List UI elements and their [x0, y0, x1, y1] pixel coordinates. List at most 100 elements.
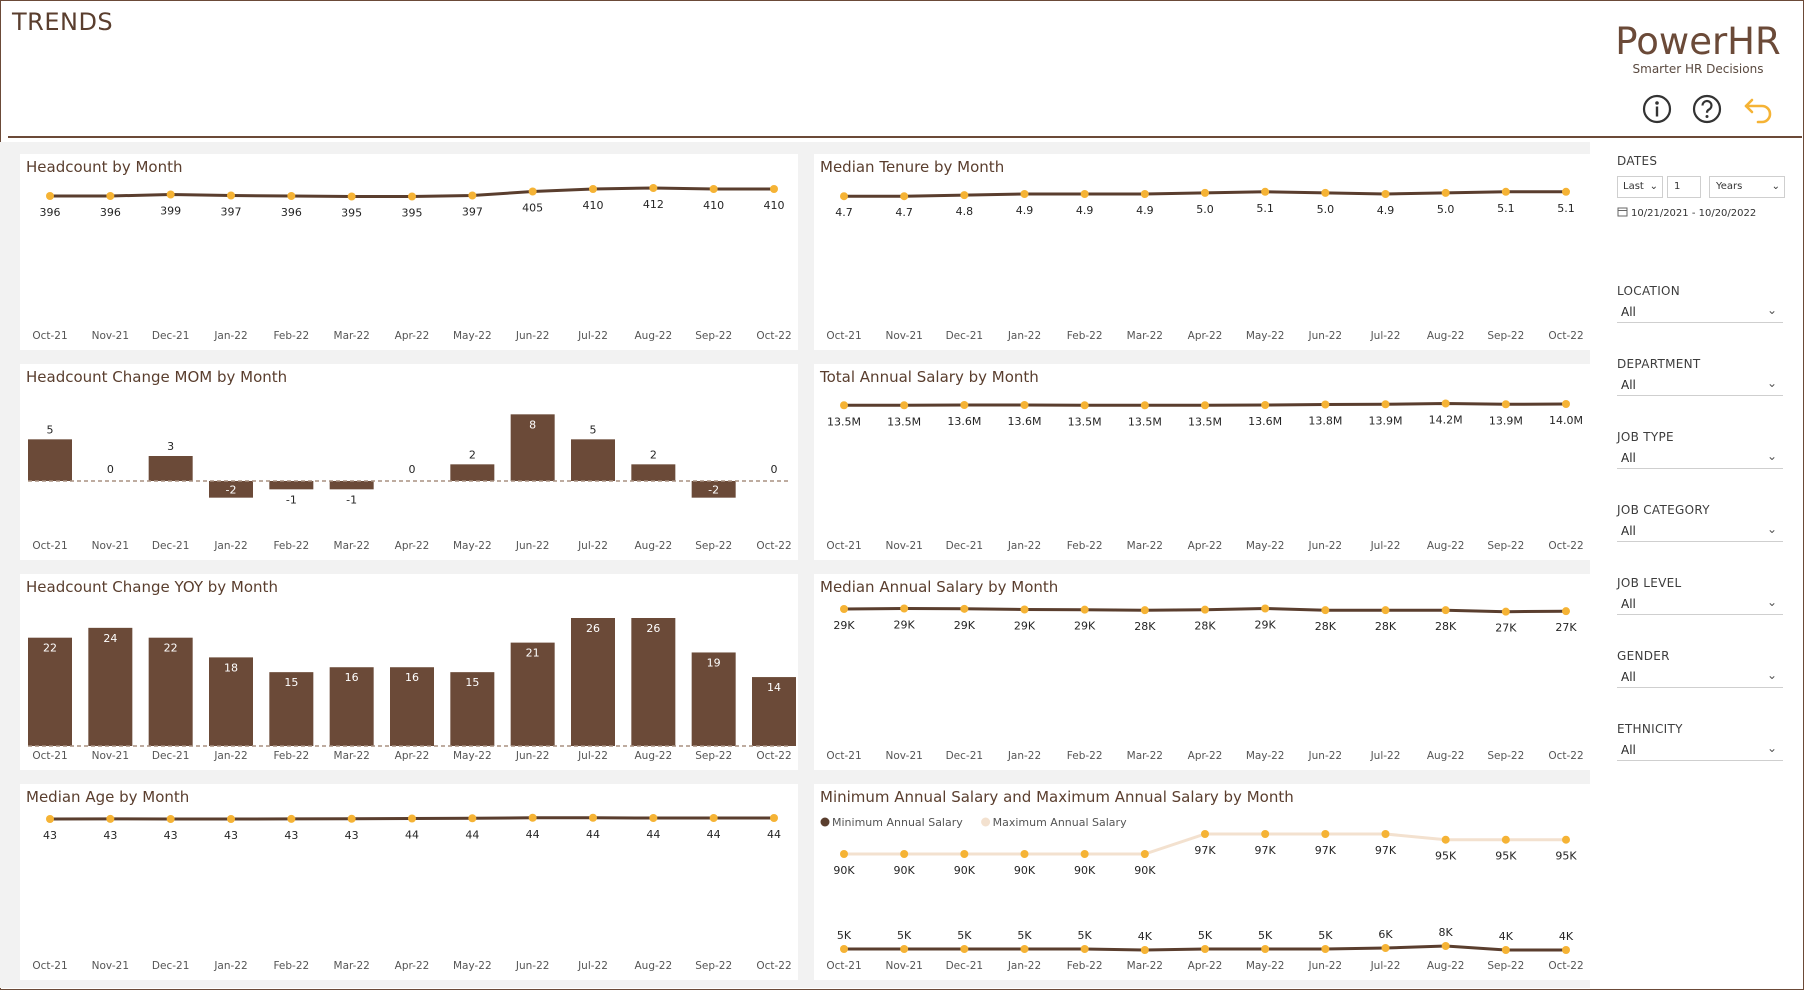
- data-label: 22: [43, 642, 57, 655]
- dates-label: DATES: [1617, 154, 1658, 168]
- unit-dropdown[interactable]: Years ⌄: [1709, 176, 1785, 198]
- header-divider: [8, 136, 1802, 138]
- mom-chart[interactable]: Headcount Change MOM by Month Oct-21 Nov-…: [20, 364, 798, 560]
- age-chart[interactable]: Median Age by Month Oct-21 Nov-21 Dec-21 Ja…: [20, 784, 798, 980]
- max-salary-point: [1140, 850, 1149, 858]
- series-point: [649, 814, 658, 822]
- max-salary-point: [1080, 850, 1089, 858]
- series-point: [347, 814, 356, 823]
- data-label: 410: [764, 199, 785, 212]
- data-label: 14: [767, 681, 781, 694]
- x-tick-label: May-22: [1246, 330, 1285, 342]
- filter-dropdown[interactable]: All ⌄: [1617, 446, 1783, 469]
- data-label: 5.1: [1557, 202, 1575, 215]
- data-label: 43: [284, 829, 298, 842]
- series-point: [1140, 606, 1149, 615]
- x-tick-label: Oct-22: [1548, 960, 1583, 972]
- series-point: [1381, 606, 1390, 615]
- data-label: 13.5M: [887, 415, 921, 428]
- data-label: -1: [346, 493, 357, 506]
- filter-dropdown[interactable]: All ⌄: [1617, 665, 1783, 688]
- series-point: [900, 401, 909, 410]
- data-label: 28K: [1134, 620, 1156, 633]
- max-salary-point: [1501, 835, 1510, 844]
- max-salary-point: [1201, 830, 1209, 838]
- x-tick-label: Mar-22: [1127, 750, 1163, 762]
- bar: [209, 481, 253, 498]
- series-point: [709, 185, 718, 193]
- series-point: [840, 605, 848, 613]
- x-tick-label: Jul-22: [1370, 960, 1401, 972]
- x-tick-label: Dec-21: [946, 330, 983, 342]
- bar: [631, 464, 676, 481]
- series-point: [1201, 605, 1209, 614]
- data-label: 2: [650, 448, 657, 461]
- series-point: [960, 604, 969, 613]
- series-point: [227, 191, 235, 200]
- data-label: 5K: [957, 929, 972, 942]
- data-label: 5K: [1318, 929, 1333, 942]
- data-label: 29K: [833, 619, 855, 632]
- min-salary-point: [1080, 945, 1089, 953]
- data-label: 5K: [1017, 929, 1032, 942]
- total-salary-chart[interactable]: Total Annual Salary by Month Oct-21 Nov-2…: [814, 364, 1590, 560]
- x-tick-label: Oct-21: [826, 330, 861, 342]
- x-tick-label: Aug-22: [1427, 960, 1465, 972]
- data-label: 4K: [1138, 930, 1153, 943]
- series-point: [1080, 190, 1089, 198]
- x-tick-label: Apr-22: [395, 750, 430, 762]
- headcount-chart[interactable]: Headcount by Month Oct-21 Nov-21 Dec-21 Jan…: [20, 154, 798, 350]
- tenure-chart[interactable]: Median Tenure by Month Oct-21 Nov-21 Dec-2…: [814, 154, 1590, 350]
- help-icon[interactable]: [1690, 92, 1724, 126]
- data-label: 5K: [1258, 929, 1273, 942]
- series-point: [287, 192, 296, 200]
- back-icon[interactable]: [1742, 92, 1776, 126]
- filter-dropdown[interactable]: All ⌄: [1617, 519, 1783, 542]
- filter-dropdown[interactable]: All ⌄: [1617, 738, 1783, 761]
- yoy-chart[interactable]: Headcount Change YOY by Month Oct-21 Nov-…: [20, 574, 798, 770]
- filter-dropdown[interactable]: All ⌄: [1617, 592, 1783, 615]
- info-icon[interactable]: [1640, 92, 1674, 126]
- filter-dropdown[interactable]: All ⌄: [1617, 300, 1783, 323]
- x-tick-label: Nov-21: [885, 330, 922, 342]
- data-label: 90K: [954, 864, 976, 877]
- filter-dropdown[interactable]: All ⌄: [1617, 373, 1783, 396]
- bar: [571, 618, 615, 746]
- median-salary-chart[interactable]: Median Annual Salary by Month Oct-21 Nov-…: [814, 574, 1590, 770]
- series-point: [528, 813, 537, 822]
- x-tick-label: Oct-21: [826, 960, 861, 972]
- data-label: 16: [405, 671, 419, 684]
- series-point: [840, 401, 848, 410]
- min-max-salary-chart[interactable]: Minimum Annual Salary and Maximum Annual…: [814, 784, 1590, 980]
- series-point: [1381, 400, 1390, 409]
- series-point: [1562, 400, 1570, 408]
- x-tick-label: Aug-22: [635, 540, 673, 552]
- data-label: 397: [462, 206, 483, 219]
- x-tick-label: Oct-22: [756, 960, 791, 972]
- period-dropdown[interactable]: Last ⌄: [1617, 176, 1663, 198]
- series-point: [1501, 187, 1510, 196]
- data-label: 410: [703, 199, 724, 212]
- x-tick-label: Jun-22: [1308, 540, 1343, 552]
- x-tick-label: Dec-21: [946, 750, 983, 762]
- data-label: 13.5M: [1068, 415, 1102, 428]
- x-tick-label: Jan-22: [1007, 960, 1041, 972]
- data-label: 5.1: [1497, 202, 1515, 215]
- chevron-down-icon: ⌄: [1766, 449, 1777, 463]
- count-input[interactable]: 1: [1667, 176, 1701, 198]
- data-label: 396: [281, 206, 302, 219]
- x-tick-label: Nov-21: [92, 750, 129, 762]
- data-label: 13.9M: [1489, 414, 1523, 427]
- chart-title: Minimum Annual Salary and Maximum Annual…: [820, 788, 1294, 806]
- x-tick-label: Jun-22: [515, 540, 550, 552]
- x-tick-label: Jul-22: [1370, 330, 1401, 342]
- series-point: [1261, 604, 1270, 613]
- min-salary-point: [1261, 945, 1270, 953]
- series-point: [960, 191, 969, 200]
- x-tick-label: Apr-22: [1188, 960, 1223, 972]
- data-label: 95K: [1555, 850, 1577, 863]
- data-label: 90K: [894, 864, 916, 877]
- x-tick-label: May-22: [453, 960, 492, 972]
- x-tick-label: Nov-21: [92, 540, 129, 552]
- data-label: -1: [286, 493, 297, 506]
